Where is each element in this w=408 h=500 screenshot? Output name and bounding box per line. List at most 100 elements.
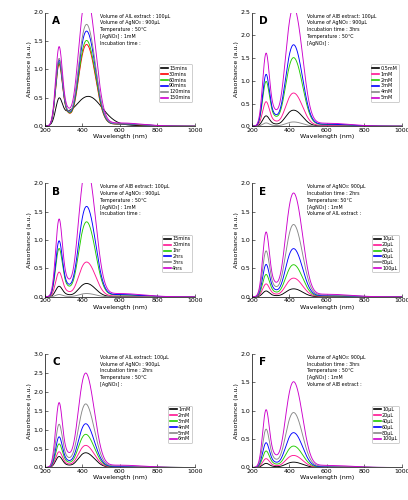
Text: E: E — [259, 186, 266, 196]
40μL — [353, 294, 358, 300]
2mM — [399, 123, 404, 129]
2mM — [42, 464, 47, 470]
1mM — [45, 464, 50, 470]
3mM — [183, 464, 188, 470]
2mM — [249, 123, 254, 129]
150mins — [69, 102, 74, 108]
10μL — [326, 294, 331, 300]
40μL — [249, 294, 254, 300]
4hrs — [146, 292, 151, 298]
Legend: 10μL, 20μL, 40μL, 60μL, 80μL, 100μL: 10μL, 20μL, 40μL, 60μL, 80μL, 100μL — [372, 235, 399, 273]
40μL — [390, 464, 395, 470]
60mins — [146, 122, 151, 128]
Y-axis label: Absorbance (a.u.): Absorbance (a.u.) — [27, 212, 32, 268]
1mM — [252, 123, 257, 129]
3hrs — [119, 294, 124, 300]
40μL — [317, 293, 322, 299]
3mM — [326, 121, 331, 127]
10μL — [399, 294, 404, 300]
30mins — [42, 123, 47, 129]
1hr — [42, 294, 47, 300]
20μL — [252, 464, 257, 470]
Line: 5mM: 5mM — [252, 7, 402, 126]
60mins — [42, 123, 47, 129]
4hrs — [45, 294, 50, 300]
40μL — [326, 293, 331, 299]
10μL — [399, 464, 404, 470]
4mM — [252, 123, 257, 129]
60mins — [119, 121, 124, 127]
60mins — [69, 108, 74, 114]
90mins — [69, 107, 74, 113]
120mins — [193, 123, 197, 129]
1mM — [69, 462, 74, 468]
5mM — [110, 463, 115, 469]
Text: F: F — [259, 357, 266, 367]
100μL — [276, 450, 281, 456]
3mM — [353, 122, 358, 128]
80μL — [317, 292, 322, 298]
3mM — [276, 110, 281, 116]
15mins — [42, 123, 47, 129]
15mins — [183, 123, 188, 129]
80μL — [252, 464, 257, 470]
20μL — [317, 464, 322, 470]
20μL — [390, 464, 395, 470]
2mM — [276, 112, 281, 118]
60μL — [353, 464, 358, 470]
90mins — [119, 121, 124, 127]
Legend: 1mM, 2mM, 3mM, 4mM, 5mM, 6mM: 1mM, 2mM, 3mM, 4mM, 5mM, 6mM — [168, 406, 192, 443]
80μL — [390, 464, 395, 470]
120mins — [45, 123, 50, 129]
15mins — [193, 294, 197, 300]
Text: Volume of AlB extract: 100μL
Volume of AgNO₃ : 900μL
Temperature : 50°C
[AgNO₃] : Volume of AlB extract: 100μL Volume of A… — [100, 184, 170, 216]
4hrs — [110, 290, 115, 296]
10μL — [353, 294, 358, 300]
100μL — [317, 462, 322, 468]
40μL — [252, 294, 257, 300]
30mins — [45, 123, 50, 129]
80μL — [276, 282, 281, 288]
1mM — [353, 123, 358, 129]
1hr — [183, 294, 188, 300]
30mins — [183, 294, 188, 300]
15mins — [86, 94, 91, 100]
60μL — [326, 292, 331, 298]
Text: Volume of AlL extract: 100μL
Volume of AgNO₃ : 900μL
Incubation time : 2hrs
Temp: Volume of AlL extract: 100μL Volume of A… — [100, 355, 169, 387]
60μL — [399, 464, 404, 470]
4hrs — [42, 294, 47, 300]
40μL — [399, 294, 404, 300]
80μL — [252, 294, 257, 300]
10μL — [276, 292, 281, 298]
30mins — [69, 288, 74, 294]
5mM — [69, 453, 74, 459]
0.5mM — [326, 123, 331, 129]
100μL — [249, 294, 254, 300]
100μL — [399, 294, 404, 300]
Text: A: A — [52, 16, 60, 26]
120mins — [146, 122, 151, 128]
1mM — [399, 123, 404, 129]
15mins — [45, 294, 50, 300]
15mins — [45, 122, 50, 128]
3hrs — [45, 294, 50, 300]
4hrs — [119, 290, 124, 296]
1hr — [110, 292, 115, 298]
90mins — [183, 123, 188, 129]
100μL — [353, 292, 358, 298]
2mM — [110, 464, 115, 470]
60μL — [399, 294, 404, 300]
10μL — [317, 464, 322, 470]
Legend: 10μL, 20μL, 40μL, 60μL, 80μL, 100μL: 10μL, 20μL, 40μL, 60μL, 80μL, 100μL — [372, 406, 399, 443]
5mM — [83, 401, 88, 407]
Line: 15mins: 15mins — [45, 284, 195, 297]
10μL — [390, 294, 395, 300]
90mins — [42, 123, 47, 129]
40μL — [317, 464, 322, 470]
1mM — [326, 122, 331, 128]
Text: Volume of AgNO₃: 900μL
Incubation time : 2hrs
Temperature: 50°C
[AgNO₃] : 1mM
Vo: Volume of AgNO₃: 900μL Incubation time :… — [307, 184, 366, 216]
80μL — [291, 410, 296, 416]
15mins — [110, 116, 115, 122]
30mins — [42, 294, 47, 300]
3mM — [110, 464, 115, 469]
